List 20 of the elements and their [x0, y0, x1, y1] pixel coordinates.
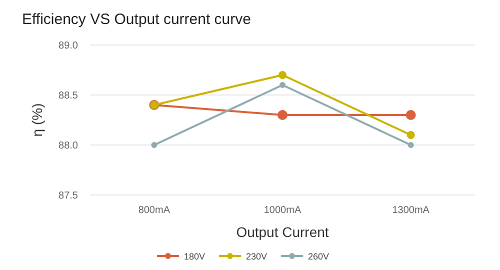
point [278, 71, 286, 79]
x-tick-label: 800mA [138, 205, 170, 216]
point [280, 82, 286, 88]
y-tick-label: 88.0 [58, 140, 78, 152]
point [406, 110, 416, 120]
chart-title: Efficiency VS Output current curve [22, 11, 251, 28]
x-tick-label: 1000mA [264, 205, 302, 216]
point [278, 110, 288, 120]
legend-label: 230V [246, 252, 268, 262]
y-axis-title: η (%) [29, 103, 45, 137]
x-tick-label: 1300mA [392, 205, 430, 216]
legend-label: 260V [308, 252, 330, 262]
legend-label: 180V [184, 252, 206, 262]
point [408, 142, 414, 148]
y-tick-label: 88.5 [58, 90, 78, 102]
point [406, 131, 415, 139]
point [151, 142, 158, 148]
x-axis-title: Output Current [236, 224, 329, 240]
y-tick-label: 89.0 [58, 40, 78, 52]
y-tick-label: 87.5 [58, 190, 78, 202]
